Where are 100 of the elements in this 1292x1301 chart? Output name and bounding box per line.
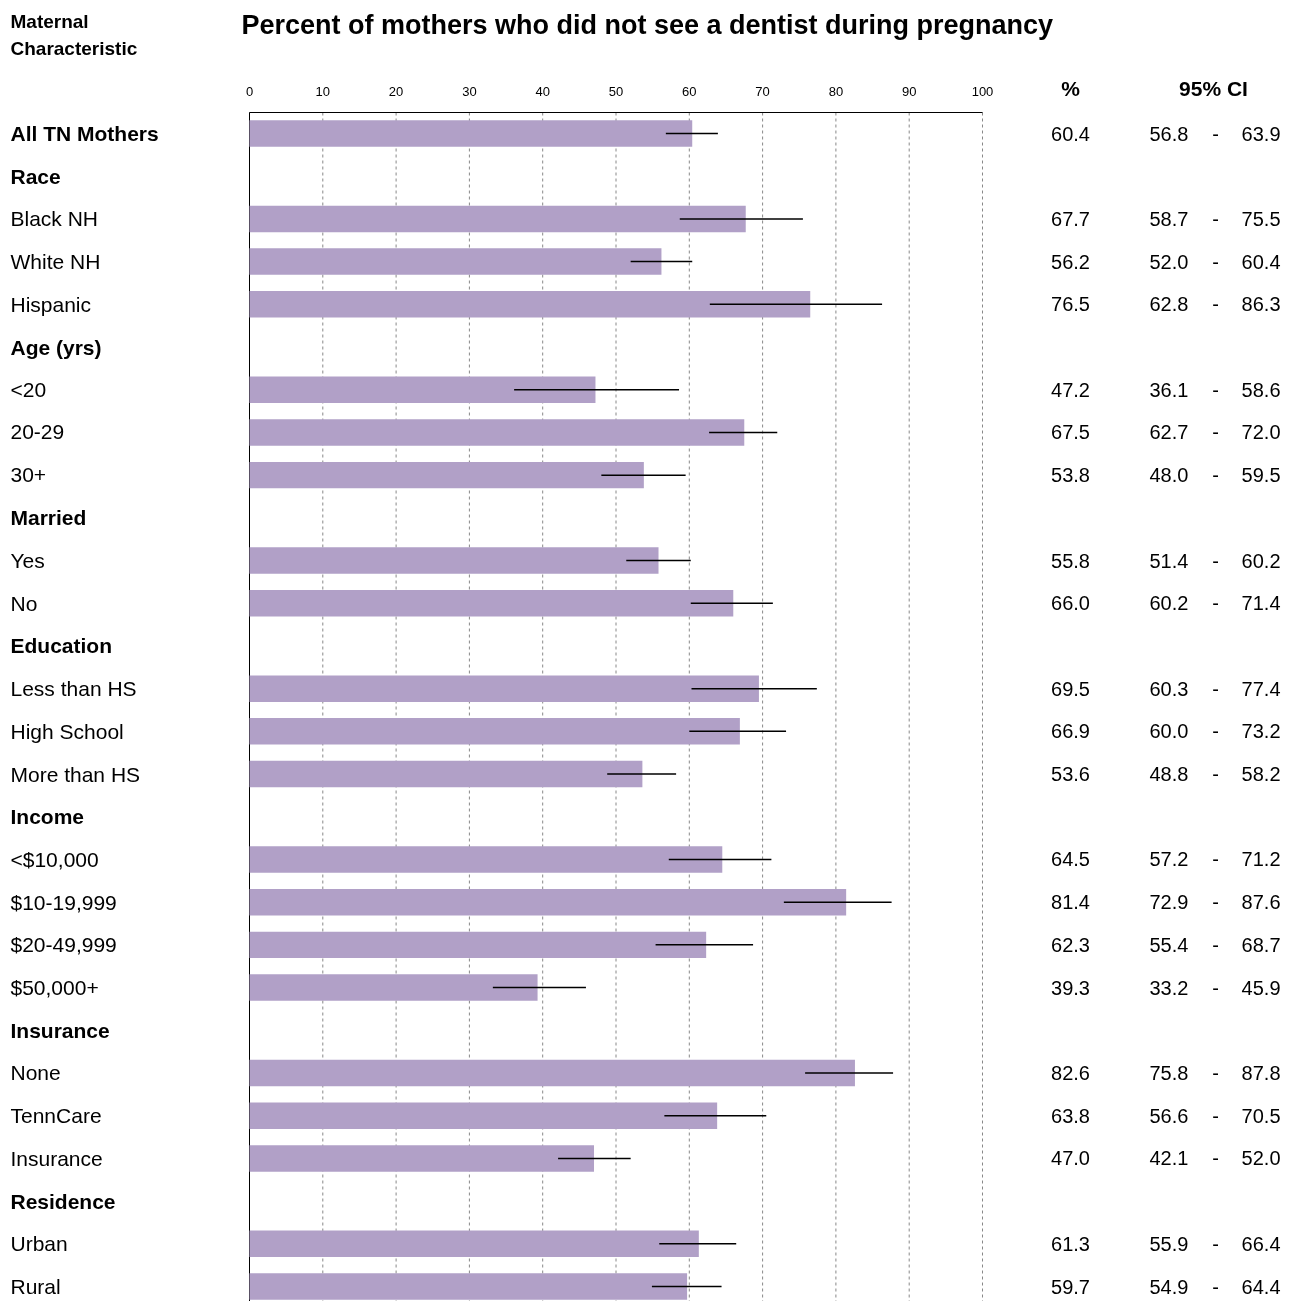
y-tick-label: Insurance [10,1146,103,1170]
y-tick-label: Yes [10,549,45,573]
text: 57.2 - 71.2 [1149,848,1281,871]
bar [249,931,707,959]
y-tick-label: Insurance [10,1018,110,1042]
data-label: 47.2 [1051,378,1090,401]
bar [249,1059,855,1087]
data-label: 66.9 [1051,720,1090,743]
text: 56.8 - 63.9 [1149,122,1281,145]
y-tick-label: All TN Mothers [10,122,159,145]
bar [249,718,740,745]
text: % [1061,77,1081,100]
text: 72.9 - 87.6 [1149,891,1281,914]
y-tick-label: Race [10,164,61,188]
data-label: 69.5 [1051,677,1090,700]
text: 48.0 - 59.5 [1149,464,1281,487]
y-tick-label: Urban [10,1232,68,1256]
x-tick-label: 10 [315,84,331,99]
x-tick-label: 20 [388,84,404,99]
bar [249,675,759,702]
bar [249,888,847,916]
text: 62.7 - 72.0 [1149,421,1281,444]
y-tick-label: $20-49,999 [10,933,117,957]
chart-title: Percent of mothers who did not see a dentist during pregnancy [241,9,1054,40]
text: 56.6 - 70.5 [1149,1104,1281,1127]
text: 52.0 - 60.4 [1149,250,1281,273]
bar [249,1230,699,1258]
data-label: 62.3 [1051,933,1090,956]
y-tick-label: Black NH [10,207,99,231]
y-tick-label: White NH [10,250,101,274]
data-label: 60.4 [1051,122,1090,145]
data-label: 76.5 [1051,293,1090,316]
text: 55.9 - 66.4 [1149,1232,1281,1255]
bar [249,846,723,873]
data-label: 81.4 [1051,891,1090,914]
y-tick-label: <$10,000 [10,847,99,871]
data-label: 61.3 [1051,1232,1090,1255]
data-label: 55.8 [1051,549,1090,572]
y-tick-label: Education [10,634,113,658]
bar [249,120,693,147]
bar [249,248,662,275]
x-tick-label: 30 [462,84,477,99]
data-label: 67.5 [1051,421,1090,444]
data-label: 67.7 [1051,207,1090,230]
text: 60.0 - 73.2 [1149,720,1281,743]
bar [249,590,734,617]
x-tick-label: 100 [971,84,994,99]
y-tick-label: Income [10,805,85,829]
text: 48.8 - 58.2 [1149,763,1281,786]
bar [249,205,746,233]
x-tick-label: 50 [608,84,624,99]
y-tick-label: No [10,591,38,615]
x-tick-label: 90 [901,84,917,99]
y-tick-label: 20-29 [10,420,65,444]
bar [249,1273,688,1300]
text: 62.8 - 86.3 [1149,293,1281,316]
data-label: 47.0 [1051,1147,1090,1170]
text: 60.2 - 71.4 [1149,592,1281,615]
y-tick-label: Rural [10,1275,61,1298]
bar [249,760,643,788]
text: 42.1 - 52.0 [1149,1147,1281,1170]
data-label: 53.8 [1051,464,1090,487]
y-tick-label: <20 [10,378,47,402]
y-tick-label: None [10,1061,61,1085]
y-tick-label: $50,000+ [10,976,99,1000]
bar [249,1102,718,1129]
y-tick-label: Hispanic [10,292,92,316]
bar [249,419,745,446]
text: 95% CI [1179,77,1248,100]
y-tick-label: Married [10,506,87,530]
bar [249,974,538,1001]
y-tick-label: More than HS [10,762,141,786]
x-tick-label: 0 [245,84,254,99]
text: 58.7 - 75.5 [1149,207,1281,230]
text: 60.3 - 77.4 [1149,677,1281,700]
text: 36.1 - 58.6 [1149,378,1281,401]
text: 51.4 - 60.2 [1149,549,1281,572]
x-tick-label: 40 [535,84,550,99]
bar [249,1145,595,1172]
text: 75.8 - 87.8 [1149,1061,1281,1084]
text: 55.4 - 68.7 [1149,933,1281,956]
text: 54.9 - 64.4 [1149,1275,1281,1298]
data-label: 56.2 [1051,250,1090,273]
x-tick-label: 60 [682,84,697,99]
y-tick-label: High School [10,719,124,743]
y-axis-title: Maternal Characteristic [10,11,138,59]
y-tick-label: $10-19,999 [10,890,117,914]
bar [249,547,659,574]
text: 33.2 - 45.9 [1149,976,1281,999]
data-label: 53.6 [1051,763,1090,786]
data-label: 39.3 [1051,976,1090,999]
y-tick-label: Residence [10,1189,116,1213]
bar [249,291,811,318]
bar [249,461,644,489]
x-tick-label: 80 [828,84,844,99]
data-label: 82.6 [1051,1061,1090,1084]
data-label: 59.7 [1051,1275,1090,1298]
data-label: 66.0 [1051,592,1090,615]
bar [249,376,596,403]
data-label: 64.5 [1051,848,1090,871]
